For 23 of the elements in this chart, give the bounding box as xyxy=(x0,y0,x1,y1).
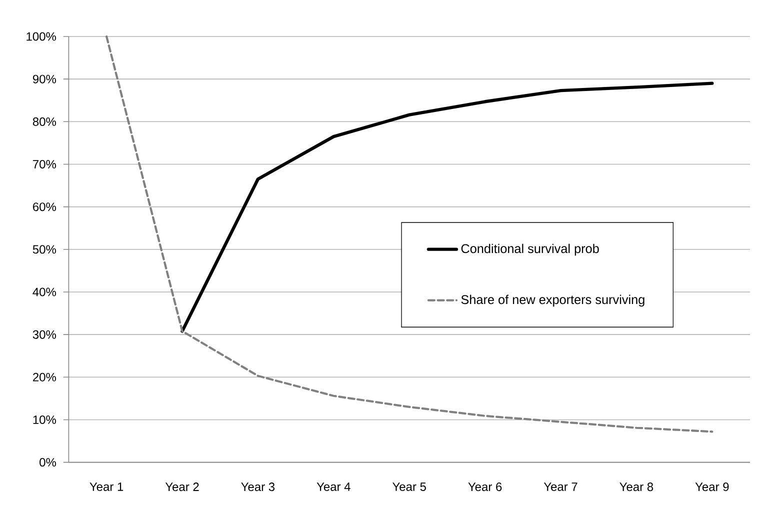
y-tick-label: 60% xyxy=(33,202,56,212)
x-tick-label: Year 5 xyxy=(392,482,426,491)
x-tick-label: Year 9 xyxy=(695,482,729,492)
legend-label: Conditional survival prob xyxy=(461,244,599,256)
y-tick-label: 10% xyxy=(33,415,56,424)
y-tick-label: 30% xyxy=(32,330,56,339)
x-tick-label: Year 4 xyxy=(316,482,350,491)
x-tick-label: Year 8 xyxy=(620,482,654,492)
y-tick-label: 20% xyxy=(33,372,56,382)
line-series xyxy=(180,82,714,333)
y-tick-label: 0% xyxy=(40,458,56,467)
y-tick-label: 80% xyxy=(32,117,56,126)
y-tick-label: 70% xyxy=(33,160,56,168)
x-tick-label: Year 7 xyxy=(544,482,578,491)
x-tick-label: Year 2 xyxy=(165,482,199,492)
y-tick-label: 50% xyxy=(32,245,56,254)
x-tick-label: Year 3 xyxy=(241,482,275,492)
x-tick-label: Year 6 xyxy=(468,482,502,492)
legend-label: Share of new exporters surviving xyxy=(461,294,644,307)
y-tick-label: 40% xyxy=(32,288,56,296)
y-tick-label: 90% xyxy=(32,74,56,84)
x-tick-label: Year 1 xyxy=(90,482,124,491)
y-tick-label: 100% xyxy=(26,32,56,41)
